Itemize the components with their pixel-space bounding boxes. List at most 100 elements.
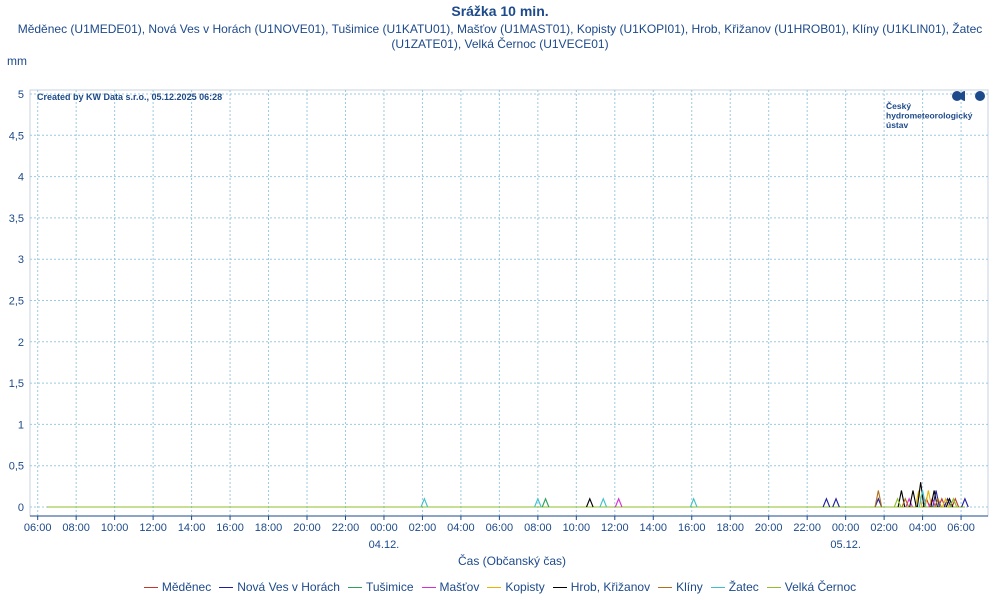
logo-text: hydrometeorologický — [886, 111, 973, 121]
x-tick-label: 14:00 — [640, 522, 668, 534]
series-point — [949, 497, 958, 508]
y-tick-label: 3,5 — [9, 213, 24, 225]
series-point — [534, 497, 542, 508]
x-tick-label: 16:00 — [678, 522, 706, 534]
series-point — [893, 497, 902, 508]
x-tick-label: 02:00 — [870, 522, 898, 534]
x-tick-label: 12:00 — [139, 522, 167, 534]
logo-dot-icon — [952, 91, 962, 101]
logo-text: Český — [886, 100, 911, 111]
x-tick-label: 04:00 — [447, 522, 475, 534]
legend-label: Velká Černoc — [784, 580, 857, 594]
x-tick-label: 10:00 — [563, 522, 591, 534]
legend-item[interactable]: Kopisty — [487, 580, 545, 594]
legend-item[interactable]: Tušimice — [347, 580, 414, 594]
series-point — [585, 497, 594, 508]
series-point — [897, 490, 906, 508]
legend-label: Hrob, Křižanov — [570, 580, 651, 594]
series-point — [916, 482, 925, 508]
series-point — [822, 497, 831, 508]
series-point — [599, 497, 608, 508]
date-label: 04.12. — [369, 539, 400, 551]
x-tick-label: 00:00 — [370, 522, 398, 534]
logo-half-icon — [960, 91, 965, 101]
credit-text: Created by KW Data s.r.o., 05.12.2025 06… — [37, 92, 222, 102]
x-tick-label: 18:00 — [255, 522, 283, 534]
legend-item[interactable]: Mašťov — [421, 580, 480, 594]
series-point — [832, 497, 840, 508]
series-point — [874, 490, 883, 508]
y-tick-label: 2,5 — [9, 296, 24, 308]
x-tick-label: 12:00 — [601, 522, 629, 534]
x-tick-label: 20:00 — [293, 522, 321, 534]
y-tick-label: 4,5 — [9, 130, 24, 142]
y-tick-label: 0 — [18, 502, 24, 514]
series-point — [918, 490, 927, 508]
logo-dot-icon — [975, 91, 985, 101]
x-tick-label: 20:00 — [755, 522, 783, 534]
x-tick-label: 04:00 — [909, 522, 937, 534]
x-tick-label: 22:00 — [793, 522, 821, 534]
series-point — [689, 497, 698, 508]
x-tick-label: 06:00 — [486, 522, 514, 534]
series-point — [934, 497, 942, 508]
series-point — [943, 497, 952, 508]
x-tick-label: 06:00 — [947, 522, 975, 534]
y-tick-label: 2 — [18, 337, 24, 349]
legend-swatch — [347, 587, 362, 589]
legend-item[interactable]: Žatec — [710, 580, 759, 594]
legend-label: Nová Ves v Horách — [237, 580, 340, 594]
x-tick-label: 00:00 — [832, 522, 860, 534]
legend-swatch — [487, 587, 502, 589]
date-label: 05.12. — [830, 539, 861, 551]
legend-swatch — [658, 587, 673, 589]
legend-item[interactable]: Měděnec — [143, 580, 212, 594]
legend-swatch — [143, 587, 158, 589]
x-tick-label: 14:00 — [178, 522, 206, 534]
x-tick-label: 06:00 — [24, 522, 52, 534]
y-tick-label: 1 — [18, 419, 24, 431]
legend-item[interactable]: Nová Ves v Horách — [219, 580, 340, 594]
series-point — [909, 490, 917, 508]
legend-label: Měděnec — [161, 580, 212, 594]
chart-title: Srážka 10 min. — [451, 3, 549, 19]
x-tick-label: 22:00 — [332, 522, 360, 534]
y-tick-label: 5 — [18, 89, 24, 101]
plot-area — [29, 89, 989, 517]
legend-swatch — [766, 587, 781, 589]
legend-label: Klíny — [676, 580, 703, 594]
legend-label: Žatec — [728, 580, 759, 594]
x-tick-label: 18:00 — [716, 522, 744, 534]
y-tick-label: 4 — [18, 172, 24, 184]
x-tick-label: 08:00 — [524, 522, 552, 534]
legend-label: Tušimice — [365, 580, 414, 594]
y-tick-label: 1,5 — [9, 378, 24, 390]
series-point — [614, 497, 623, 508]
x-tick-label: 08:00 — [62, 522, 90, 534]
legend-item[interactable]: Hrob, Křižanov — [552, 580, 651, 594]
legend-label: Mašťov — [439, 580, 480, 594]
x-tick-label: 16:00 — [216, 522, 244, 534]
series-point — [541, 497, 550, 508]
chart-subtitle: Měděnec (U1MEDE01), Nová Ves v Horách (U… — [17, 22, 983, 51]
legend-item[interactable]: Klíny — [658, 580, 703, 594]
series-point — [420, 497, 429, 508]
series-point — [901, 497, 910, 508]
legend-item[interactable]: Velká Černoc — [766, 580, 857, 594]
series-point — [951, 497, 960, 508]
legend-swatch — [219, 587, 234, 589]
x-tick-label: 10:00 — [101, 522, 129, 534]
legend-swatch — [421, 587, 436, 589]
series-point — [961, 497, 969, 508]
chart-legend: Měděnec Nová Ves v Horách Tušimice Mašťov Ko… — [0, 580, 1000, 594]
x-tick-label: 02:00 — [409, 522, 437, 534]
legend-swatch — [710, 587, 725, 589]
x-axis-title: Čas (Občanský čas) — [458, 553, 566, 568]
y-tick-label: 0,5 — [9, 461, 24, 473]
legend-label: Kopisty — [505, 580, 545, 594]
y-axis-unit: mm — [7, 54, 27, 68]
legend-swatch — [552, 587, 567, 589]
logo-text: ústav — [886, 120, 908, 130]
y-tick-label: 3 — [18, 254, 24, 266]
